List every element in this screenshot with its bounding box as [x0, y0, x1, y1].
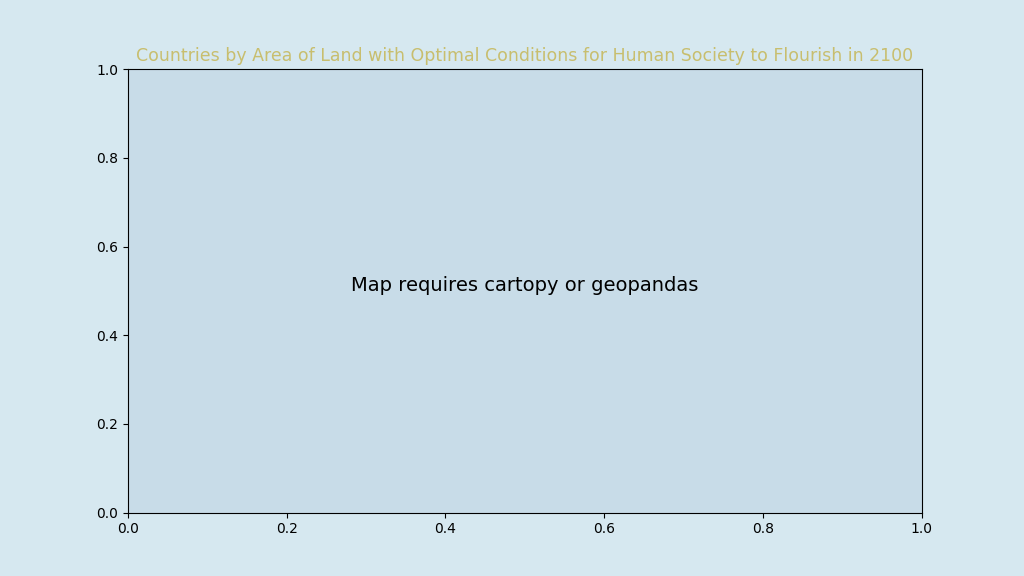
- Text: Map requires cartopy or geopandas: Map requires cartopy or geopandas: [351, 276, 698, 295]
- Title: Countries by Area of Land with Optimal Conditions for Human Society to Flourish : Countries by Area of Land with Optimal C…: [136, 47, 913, 65]
